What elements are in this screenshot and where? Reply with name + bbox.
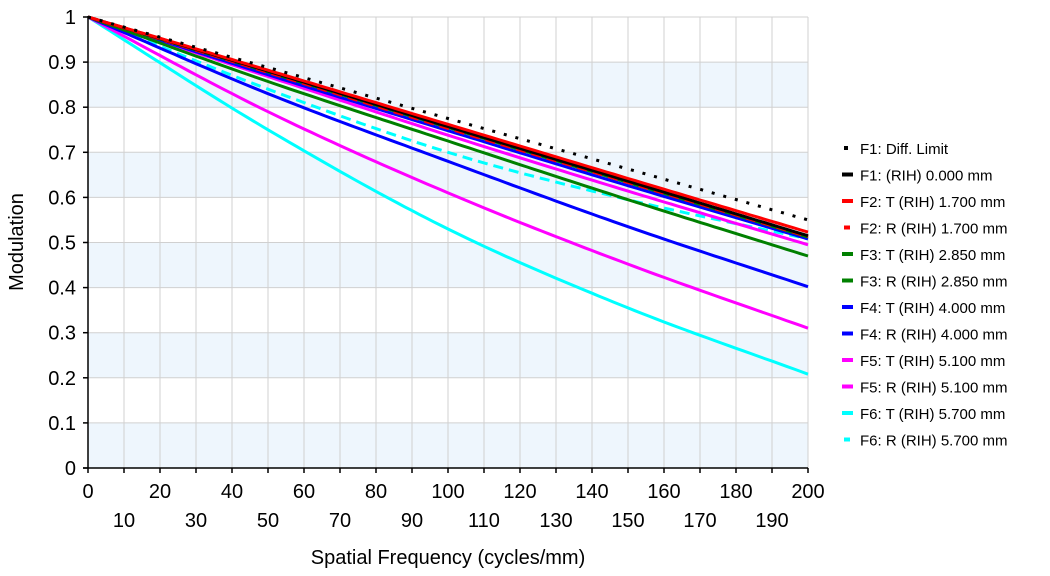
x-tick-label: 120 [503, 481, 536, 503]
y-tick-labels: 0 0.1 0.2 0.3 0.4 0.5 0.6 0.7 0.8 0.9 1 [48, 7, 76, 480]
legend-label: F1: Diff. Limit [860, 141, 949, 158]
legend-label: F6: T (RIH) 5.700 mm [860, 406, 1005, 423]
legend-swatch [842, 278, 853, 283]
y-tick-label: 0.2 [48, 368, 76, 390]
x-axis-title: Spatial Frequency (cycles/mm) [311, 547, 586, 569]
series-line-f4-t-rih-4-000-mm [87, 15, 809, 289]
legend-swatch [844, 225, 850, 230]
x-tick-label: 200 [791, 481, 824, 503]
x-tick-label: 160 [647, 481, 680, 503]
y-tick-label: 0.4 [48, 278, 76, 300]
legend-item: F1: Diff. Limit [844, 141, 949, 158]
series-line-f2-t-rih-1-700-mm [87, 15, 809, 234]
legend-label: F4: T (RIH) 4.000 mm [860, 300, 1005, 317]
series-line-f3-r-rih-2-850-mm [87, 15, 809, 258]
legend-label: F6: R (RIH) 5.700 mm [860, 433, 1008, 450]
x-tick-label: 180 [719, 481, 752, 503]
legend-swatch [842, 331, 853, 336]
y-axis-title: Modulation [6, 193, 28, 291]
x-tick-label: 190 [755, 510, 788, 532]
legend: F1: Diff. Limit F1: (RIH) 0.000 mm F2: T (… [842, 141, 1008, 450]
legend-item: F5: R (RIH) 5.100 mm [842, 380, 1008, 397]
legend-label: F1: (RIH) 0.000 mm [860, 168, 993, 185]
x-tick-label: 40 [221, 481, 243, 503]
legend-label: F2: R (RIH) 1.700 mm [860, 221, 1008, 238]
legend-swatch [842, 172, 853, 177]
legend-label: F5: R (RIH) 5.100 mm [860, 380, 1008, 397]
legend-swatch [842, 252, 853, 256]
x-tick-label: 0 [82, 481, 93, 503]
x-tick-label: 170 [683, 510, 716, 532]
axes [83, 16, 809, 473]
legend-label: F4: R (RIH) 4.000 mm [860, 327, 1008, 344]
legend-label: F3: T (RIH) 2.850 mm [860, 247, 1005, 264]
legend-swatch [844, 437, 850, 442]
y-tick-label: 1 [65, 7, 76, 29]
y-tick-label: 0.6 [48, 187, 76, 209]
x-tick-label: 130 [539, 510, 572, 532]
legend-label: F3: R (RIH) 2.850 mm [860, 274, 1008, 291]
legend-swatch [844, 146, 848, 150]
series-line-f6-r-rih-5-700-mm [87, 15, 809, 241]
legend-swatch [842, 199, 853, 203]
legend-item: F1: (RIH) 0.000 mm [842, 168, 993, 185]
legend-label: F5: T (RIH) 5.100 mm [860, 353, 1005, 370]
legend-item: F5: T (RIH) 5.100 mm [842, 353, 1005, 370]
x-tick-label: 140 [575, 481, 608, 503]
series-lines [87, 15, 809, 376]
x-tick-label: 70 [329, 510, 351, 532]
legend-item: F4: R (RIH) 4.000 mm [842, 327, 1008, 344]
legend-swatch [842, 305, 853, 309]
series-line-f1-diff-limit [87, 15, 809, 222]
legend-item: F3: T (RIH) 2.850 mm [842, 247, 1005, 264]
y-tick-label: 0.8 [48, 97, 76, 119]
x-tick-label: 50 [257, 510, 279, 532]
y-tick-label: 0.3 [48, 323, 76, 345]
x-tick-label: 20 [149, 481, 171, 503]
x-tick-label: 150 [611, 510, 644, 532]
legend-swatch [842, 411, 853, 415]
legend-item: F6: R (RIH) 5.700 mm [844, 433, 1008, 450]
grid-lines [88, 16, 809, 468]
y-tick-label: 0.1 [48, 413, 76, 435]
y-tick-label: 0.9 [48, 52, 76, 74]
x-tick-label: 100 [431, 481, 464, 503]
x-tick-label: 90 [401, 510, 423, 532]
legend-swatch [842, 384, 853, 389]
legend-item: F4: T (RIH) 4.000 mm [842, 300, 1005, 317]
x-tick-label: 30 [185, 510, 207, 532]
x-tick-label: 10 [113, 510, 135, 532]
y-tick-label: 0.7 [48, 142, 76, 164]
legend-item: F2: T (RIH) 1.700 mm [842, 194, 1005, 211]
x-tick-label: 60 [293, 481, 315, 503]
legend-item: F3: R (RIH) 2.850 mm [842, 274, 1008, 291]
x-tick-label: 80 [365, 481, 387, 503]
series-line-f6-t-rih-5-700-mm [87, 15, 809, 376]
x-tick-label: 110 [468, 510, 500, 532]
x-tick-labels: 0 20 40 60 80 100 120 140 160 180 200 10 30 50 70 90 110… [82, 481, 824, 532]
legend-label: F2: T (RIH) 1.700 mm [860, 194, 1005, 211]
y-tick-label: 0.5 [48, 233, 76, 255]
legend-swatch [842, 358, 853, 362]
y-tick-label: 0 [65, 458, 76, 480]
series-line-f4-r-rih-4-000-mm [87, 15, 809, 241]
series-line-f5-t-rih-5-100-mm [87, 15, 809, 330]
legend-item: F6: T (RIH) 5.700 mm [842, 406, 1005, 423]
legend-item: F2: R (RIH) 1.700 mm [844, 221, 1008, 238]
